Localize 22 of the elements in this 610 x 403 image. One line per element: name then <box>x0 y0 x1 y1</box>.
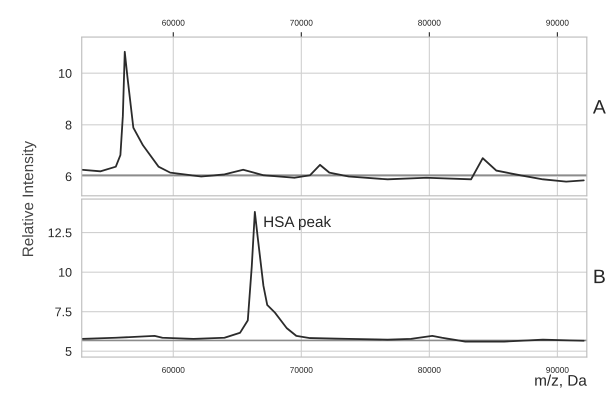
y-axis-title: Relative Intensity <box>22 140 36 256</box>
y-tick-label: 10 <box>59 69 72 78</box>
y-tick-label: 10 <box>59 268 72 277</box>
y-tick-label: 7.5 <box>55 308 72 316</box>
x-tick-label: 70000 <box>290 367 313 373</box>
x-tick-label: 60000 <box>162 367 185 373</box>
x-tick-label: 80000 <box>418 20 441 26</box>
x-tick-label: 80000 <box>418 367 441 373</box>
y-tick-label: 8 <box>66 120 72 130</box>
line-series <box>82 50 585 183</box>
text: A <box>592 100 606 114</box>
x-tick-label: 60000 <box>162 20 185 26</box>
x-axis-title: m/z, Da <box>535 374 587 388</box>
x-tick-label: 90000 <box>546 367 569 373</box>
x-tick-label: 90000 <box>546 20 569 26</box>
y-tick-label: 5 <box>66 347 72 356</box>
annotation: HSA peak <box>264 216 332 230</box>
line-series <box>82 210 585 342</box>
y-tick-label: 12.5 <box>48 228 72 238</box>
text: B <box>594 270 605 284</box>
y-tick-label: 6 <box>66 172 72 182</box>
x-tick-label: 70000 <box>290 20 313 26</box>
